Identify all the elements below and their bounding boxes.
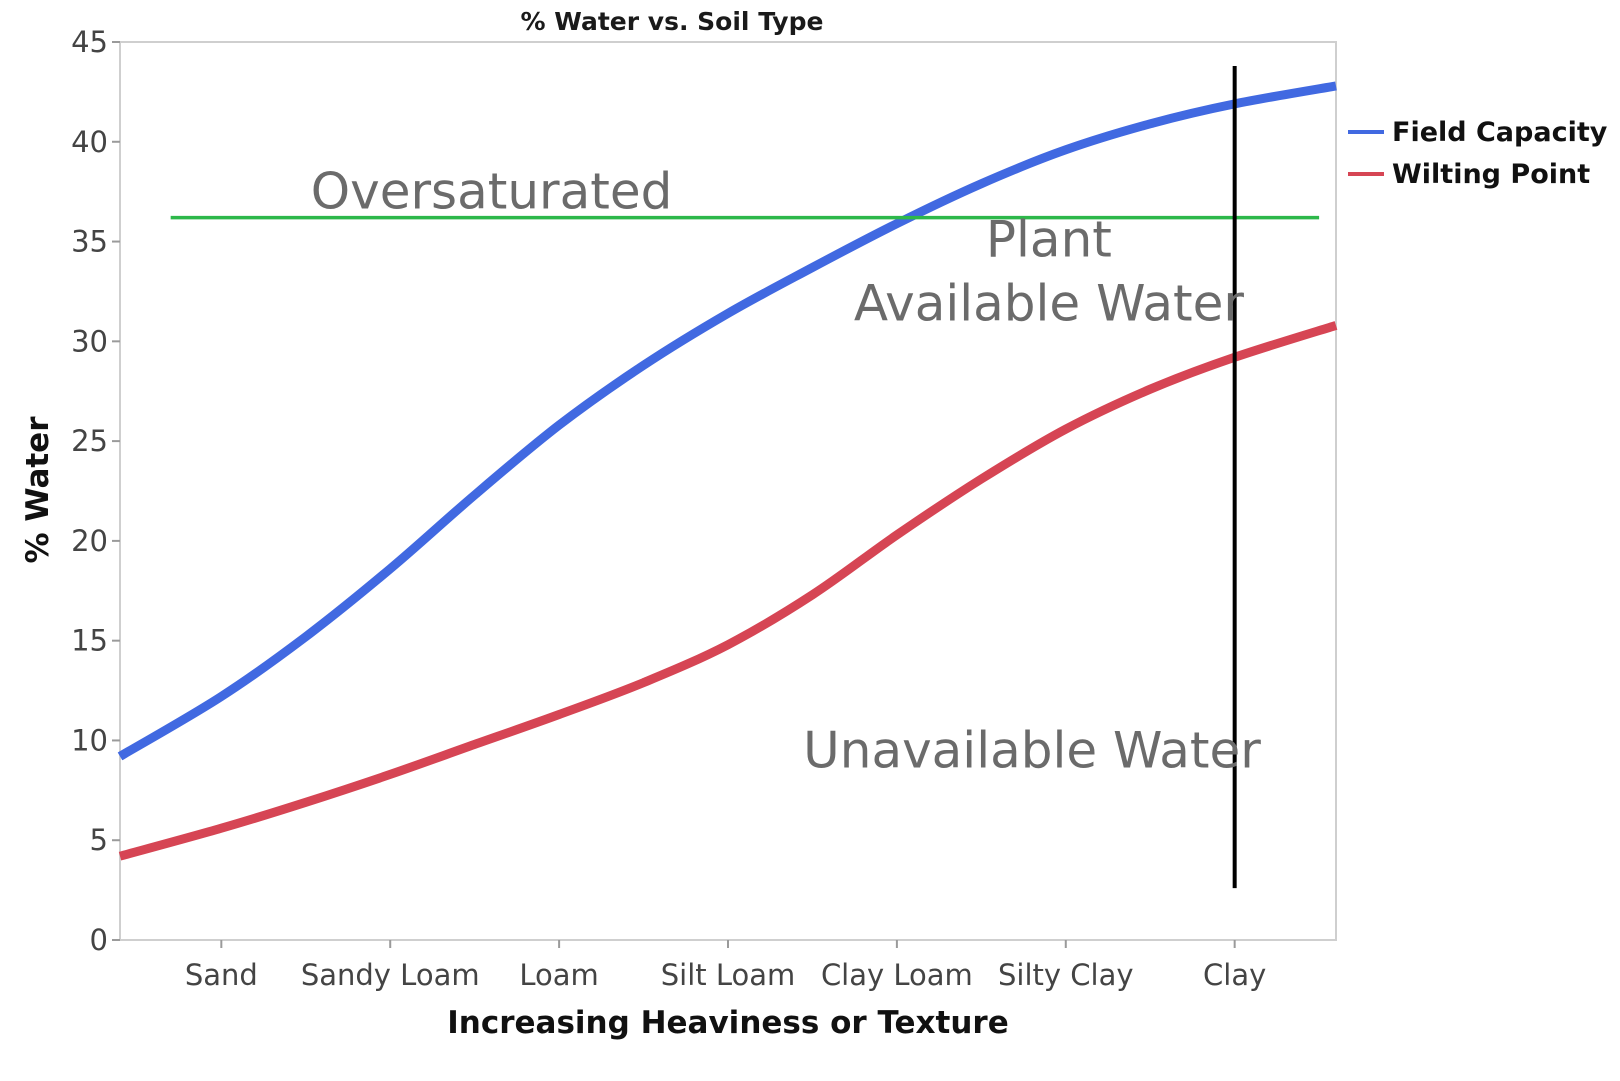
x-axis: Sand Sandy Loam Loam Silt Loam Clay Loam Silt… <box>185 940 1266 992</box>
series-layer <box>117 81 1338 861</box>
reference-lines <box>170 65 1320 889</box>
y-tick-label: 0 <box>90 923 108 957</box>
annotation-text: Unavailable Water <box>803 721 1261 779</box>
x-tick-label: Sand <box>185 958 258 992</box>
y-axis: 0 5 10 15 20 25 30 35 40 45 <box>71 25 120 957</box>
legend: Field Capacity Wilting Point <box>1348 117 1608 190</box>
y-tick-label: 40 <box>71 125 108 159</box>
y-axis-title: % Water <box>20 416 56 564</box>
x-tick-label: Loam <box>519 958 598 992</box>
legend-label: Field Capacity <box>1392 117 1608 148</box>
annotation-text: Available Water <box>854 274 1244 332</box>
x-tick-label: Clay Loam <box>821 958 973 992</box>
y-tick-label: 5 <box>90 823 108 857</box>
annotation-text: Oversaturated <box>311 163 673 221</box>
y-tick-label: 10 <box>71 723 108 757</box>
y-tick-label: 15 <box>71 624 108 658</box>
y-tick-label: 45 <box>71 25 108 59</box>
annotations: Oversaturated Plant Available Water Unavail… <box>311 163 1261 780</box>
chart-title: % Water vs. Soil Type <box>521 7 824 36</box>
x-axis-title: Increasing Heaviness or Texture <box>447 1005 1008 1041</box>
series-line-field-capacity <box>117 81 1337 761</box>
x-tick-label: Silty Clay <box>998 958 1134 992</box>
plot-area-frame <box>119 41 1337 941</box>
y-tick-label: 25 <box>71 424 108 458</box>
series-line-wilting-point <box>118 321 1338 861</box>
y-tick-label: 20 <box>71 524 108 558</box>
x-tick-label: Silt Loam <box>661 958 796 992</box>
legend-label: Wilting Point <box>1392 159 1590 190</box>
annotation-text: Plant <box>986 210 1112 268</box>
y-tick-label: 30 <box>71 324 108 358</box>
x-tick-label: Sandy Loam <box>301 958 480 992</box>
y-tick-label: 35 <box>71 225 108 259</box>
x-tick-label: Clay <box>1203 958 1266 992</box>
